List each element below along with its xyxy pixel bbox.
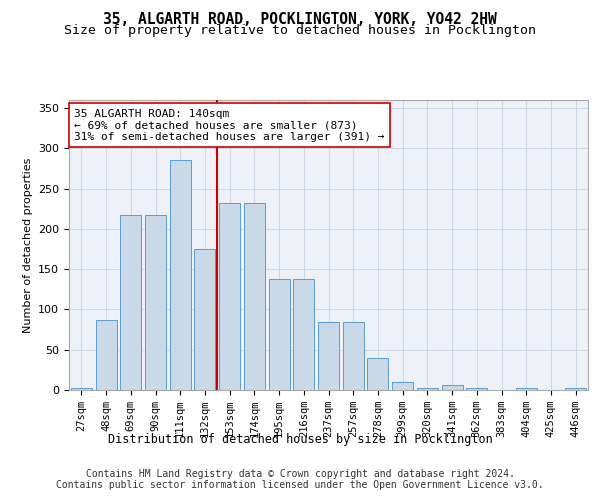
Bar	[367, 358, 388, 390]
Text: 35, ALGARTH ROAD, POCKLINGTON, YORK, YO42 2HW: 35, ALGARTH ROAD, POCKLINGTON, YORK, YO4…	[103, 12, 497, 28]
Bar	[565, 388, 586, 390]
Bar	[466, 388, 487, 390]
Bar	[417, 388, 438, 390]
Bar	[95, 320, 116, 390]
Bar	[442, 385, 463, 390]
Text: Distribution of detached houses by size in Pocklington: Distribution of detached houses by size …	[107, 432, 493, 446]
Bar	[392, 382, 413, 390]
Bar	[71, 388, 92, 390]
Text: Size of property relative to detached houses in Pocklington: Size of property relative to detached ho…	[64, 24, 536, 37]
Text: Contains HM Land Registry data © Crown copyright and database right 2024.: Contains HM Land Registry data © Crown c…	[86, 469, 514, 479]
Bar	[343, 322, 364, 390]
Bar	[244, 203, 265, 390]
Bar	[516, 388, 537, 390]
Bar	[120, 215, 141, 390]
Text: Contains public sector information licensed under the Open Government Licence v3: Contains public sector information licen…	[56, 480, 544, 490]
Bar	[318, 322, 339, 390]
Bar	[145, 215, 166, 390]
Bar	[170, 160, 191, 390]
Bar	[293, 279, 314, 390]
Bar	[269, 279, 290, 390]
Bar	[219, 203, 240, 390]
Text: 35 ALGARTH ROAD: 140sqm
← 69% of detached houses are smaller (873)
31% of semi-d: 35 ALGARTH ROAD: 140sqm ← 69% of detache…	[74, 108, 385, 142]
Bar	[194, 249, 215, 390]
Y-axis label: Number of detached properties: Number of detached properties	[23, 158, 32, 332]
